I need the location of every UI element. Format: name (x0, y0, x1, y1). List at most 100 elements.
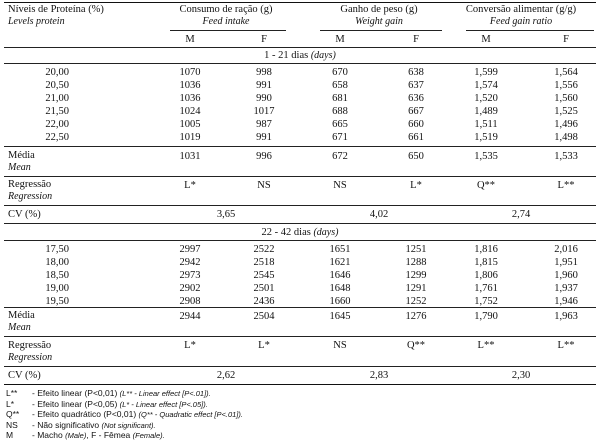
value-cell: 638 (408, 67, 424, 78)
mean-cell: 1276 (405, 311, 427, 322)
group-rule-feed (170, 30, 286, 31)
group-header-ratio-en: Feed gain ratio (489, 16, 553, 27)
value-cell: 1019 (179, 132, 201, 143)
bottom-rule (4, 384, 596, 385)
sex-header: M (335, 34, 345, 45)
mean-cell: 1,535 (474, 151, 498, 162)
value-cell: 1251 (405, 244, 427, 255)
sex-header: F (413, 34, 419, 45)
value-cell: 671 (332, 132, 348, 143)
value-cell: 2518 (253, 257, 275, 268)
value-cell: 1299 (405, 270, 427, 281)
regression-label: Regressão (8, 340, 52, 351)
value-cell: 1648 (329, 283, 351, 294)
mean-cell: 650 (408, 151, 424, 162)
value-cell: 658 (332, 80, 348, 91)
value-cell: 1,519 (474, 132, 498, 143)
regression-cell: NS (333, 340, 347, 351)
value-cell: 637 (408, 80, 424, 91)
value-cell: 1,599 (474, 67, 498, 78)
regression-cell: NS (333, 180, 347, 191)
col-levels-header-en: Levels protein (8, 16, 65, 27)
mean-label-en: Mean (8, 322, 31, 333)
regression-label: Regressão (8, 179, 52, 190)
mean-cell: 1031 (179, 151, 201, 162)
value-cell: 987 (256, 119, 272, 130)
cv-label: CV (%) (8, 209, 41, 220)
mean-cell: 1645 (329, 311, 351, 322)
mean-cell: 996 (256, 151, 272, 162)
value-cell: 1,564 (554, 67, 578, 78)
top-rule (4, 2, 596, 3)
regression-cell: L* (258, 340, 270, 351)
value-cell: 1621 (329, 257, 351, 268)
protein-level-cell: 22,00 (45, 119, 69, 130)
regression-cell: L* (410, 180, 422, 191)
regression-label-en: Regression (8, 191, 53, 202)
value-cell: 1,489 (474, 106, 498, 117)
value-cell: 1,761 (474, 283, 498, 294)
value-cell: 2522 (253, 244, 275, 255)
header-rule (4, 47, 596, 48)
value-cell: 2902 (179, 283, 201, 294)
protein-level-cell: 18,50 (45, 270, 69, 281)
footnote-text: - Efeito linear (P<0,01) (L** - Linear e… (32, 388, 211, 398)
protein-level-cell: 19,00 (45, 283, 69, 294)
period1-mean-rule (4, 146, 596, 147)
value-cell: 636 (408, 93, 424, 104)
period2-rule (4, 240, 596, 241)
mean-cell: 2504 (253, 311, 275, 322)
protein-level-cell: 19,50 (45, 296, 69, 307)
period1-cv-rule (4, 205, 596, 206)
value-cell: 681 (332, 93, 348, 104)
footnote-symbol: M (6, 430, 14, 440)
group-header-ratio: Conversão alimentar (g/g) (465, 4, 577, 15)
value-cell: 1651 (329, 244, 351, 255)
footnote-text: - Não significativo (Not significant). (32, 419, 156, 430)
cv-cell: 2,30 (511, 370, 531, 381)
value-cell: 1646 (329, 270, 351, 281)
value-cell: 1017 (253, 106, 275, 117)
sex-header: M (481, 34, 491, 45)
value-cell: 1660 (329, 296, 351, 307)
group-header-weight-en: Weight gain (355, 16, 403, 27)
value-cell: 1,520 (474, 93, 498, 104)
footnote-text: - Efeito quadrático (P<0,01) (Q** - Quad… (32, 409, 243, 419)
value-cell: 1288 (405, 257, 427, 268)
cv-cell: 2,83 (369, 370, 389, 381)
value-cell: 1036 (179, 80, 201, 91)
period2-top-rule (4, 223, 596, 224)
sex-header: F (261, 34, 267, 45)
footnote-text: - Macho (Male), F - Fêmea (Female). (32, 430, 165, 440)
value-cell: 991 (256, 80, 272, 91)
regression-cell: NS (257, 180, 271, 191)
value-cell: 1070 (179, 67, 201, 78)
footnote-symbol: L* (6, 398, 15, 409)
value-cell: 1,815 (474, 257, 498, 268)
value-cell: 1,574 (474, 80, 498, 91)
value-cell: 1,496 (554, 119, 578, 130)
value-cell: 670 (332, 67, 348, 78)
mean-cell: 1,963 (554, 311, 578, 322)
cv-cell: 2,62 (216, 370, 236, 381)
footnote-symbol: L** (6, 388, 18, 398)
cv-cell: 2,74 (511, 209, 531, 220)
value-cell: 1252 (405, 296, 427, 307)
regression-cell: L* (184, 340, 196, 351)
regression-cell: L* (184, 180, 196, 191)
protein-level-cell: 18,00 (45, 257, 69, 268)
period1-rule (4, 63, 596, 64)
value-cell: 991 (256, 132, 272, 143)
period2-reg-rule (4, 336, 596, 337)
value-cell: 1036 (179, 93, 201, 104)
cv-label: CV (%) (8, 370, 41, 381)
mean-label: Média (8, 150, 35, 161)
value-cell: 688 (332, 106, 348, 117)
value-cell: 1005 (179, 119, 201, 130)
value-cell: 1,806 (474, 270, 498, 281)
protein-level-cell: 21,50 (45, 106, 69, 117)
value-cell: 1024 (179, 106, 201, 117)
cv-cell: 3,65 (216, 209, 236, 220)
value-cell: 2942 (179, 257, 201, 268)
